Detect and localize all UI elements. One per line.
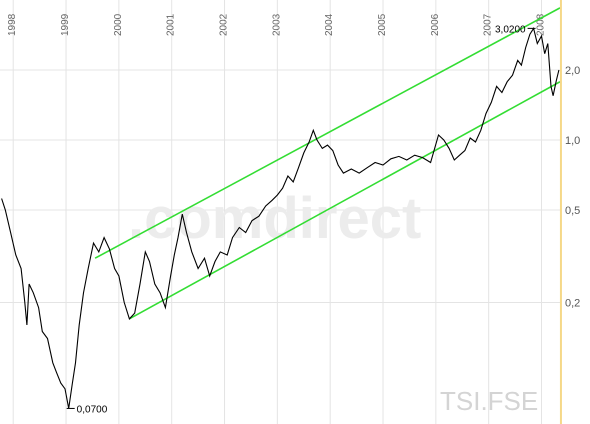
symbol-label: TSI.FSE <box>440 386 538 416</box>
year-label: 2002 <box>219 13 230 36</box>
grid <box>0 0 560 424</box>
lower-channel-line <box>129 81 561 320</box>
trend-channel <box>94 7 561 320</box>
y-axis: 2,0 1,0 0,5 0,2 <box>565 65 580 309</box>
y-tick-label: 2,0 <box>565 65 580 77</box>
year-axis: 1998 1999 2000 2001 2002 2003 2004 2005 2006 2007… <box>7 13 546 36</box>
year-label: 1999 <box>60 13 71 36</box>
year-label: 2006 <box>430 13 441 36</box>
year-label: 2005 <box>377 13 388 36</box>
year-label: 2004 <box>324 13 335 36</box>
year-label: 2007 <box>483 13 494 36</box>
low-price-label: 0,0700 <box>77 404 108 415</box>
y-tick-label: 0,2 <box>565 297 580 309</box>
year-label: 2008 <box>536 13 547 36</box>
year-label: 2001 <box>166 13 177 36</box>
watermark-text: .comdirect <box>128 186 421 251</box>
year-label: 1998 <box>7 13 18 36</box>
annotations: 3,0200 0,0700 <box>66 24 536 415</box>
y-tick-label: 0,5 <box>565 205 580 217</box>
price-series-line <box>1 27 560 409</box>
y-tick-label: 1,0 <box>565 135 580 147</box>
upper-channel-line <box>94 7 561 259</box>
high-price-label: 3,0200 <box>495 24 526 35</box>
year-label: 2000 <box>113 13 124 36</box>
year-label: 2003 <box>271 13 282 36</box>
watermark: .comdirect <box>128 186 421 251</box>
